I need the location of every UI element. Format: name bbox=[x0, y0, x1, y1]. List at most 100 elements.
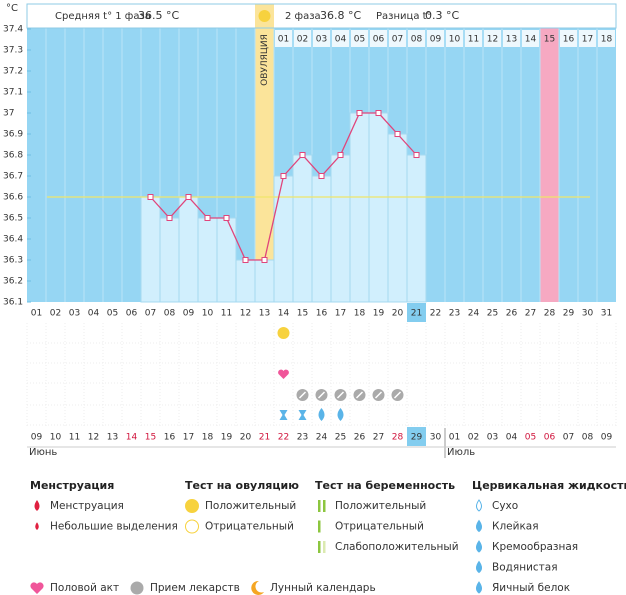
date-label: 28 bbox=[392, 433, 404, 443]
y-tick-label: 37 bbox=[3, 109, 14, 119]
cycle-cell bbox=[294, 30, 311, 47]
x-tick-label: 16 bbox=[316, 309, 328, 319]
x-tick-label: 31 bbox=[601, 309, 612, 319]
legend-item: Положительный bbox=[335, 500, 426, 512]
sticky bbox=[298, 410, 307, 420]
x-tick-label: 26 bbox=[506, 309, 518, 319]
x-tick-label: 02 bbox=[50, 309, 61, 319]
date-label: 01 bbox=[449, 433, 460, 443]
cycle-day: 09 bbox=[430, 35, 442, 45]
x-tick-label: 06 bbox=[126, 309, 138, 319]
header-text: Разница t° bbox=[376, 11, 432, 22]
date-label: 09 bbox=[601, 433, 613, 443]
temp-bar bbox=[387, 133, 408, 303]
cycle-day: 16 bbox=[563, 35, 575, 45]
x-tick-label: 17 bbox=[335, 309, 346, 319]
x-tick-label: 14 bbox=[278, 309, 290, 319]
x-tick-label: 05 bbox=[107, 309, 118, 319]
date-label: 20 bbox=[240, 433, 252, 443]
date-label: 07 bbox=[563, 433, 574, 443]
cervical-icon bbox=[476, 560, 482, 574]
x-tick-label: 03 bbox=[69, 309, 80, 319]
date-label: 21 bbox=[259, 433, 270, 443]
date-label: 11 bbox=[69, 433, 80, 443]
legend-item: Водянистая bbox=[492, 562, 558, 574]
cycle-cell bbox=[408, 30, 425, 47]
date-label: 19 bbox=[221, 433, 233, 443]
legend-title: Менструация bbox=[30, 479, 114, 492]
cycle-day: 11 bbox=[468, 35, 479, 45]
today-box bbox=[407, 303, 426, 322]
x-tick-label: 25 bbox=[487, 309, 498, 319]
header-text: 36.8 °C bbox=[320, 9, 361, 22]
legend-item: Менструация bbox=[50, 500, 124, 512]
temp-point bbox=[413, 152, 420, 158]
menses-icon bbox=[35, 522, 39, 530]
ovtest-icon bbox=[185, 519, 199, 534]
x-tick-label: 23 bbox=[449, 309, 460, 319]
temp-point bbox=[223, 215, 230, 221]
pill-line bbox=[298, 391, 307, 399]
cycle-cell bbox=[560, 30, 577, 47]
pill-line bbox=[393, 391, 402, 399]
legend-item: Положительный bbox=[205, 500, 296, 512]
x-tick-label: 19 bbox=[373, 309, 385, 319]
month-label: Июнь bbox=[29, 447, 57, 458]
date-label: 14 bbox=[126, 433, 138, 443]
egg-white bbox=[337, 408, 344, 421]
x-tick-label: 10 bbox=[202, 309, 214, 319]
x-tick-label: 07 bbox=[145, 309, 156, 319]
temp-point bbox=[261, 257, 268, 263]
cycle-cell bbox=[275, 30, 292, 47]
cervical-icon bbox=[476, 581, 482, 594]
x-tick-label: 27 bbox=[525, 309, 536, 319]
egg-white bbox=[318, 408, 325, 421]
cycle-day: 07 bbox=[392, 35, 403, 45]
menses-icon bbox=[34, 500, 40, 511]
cycle-cell bbox=[351, 30, 368, 47]
temp-bar bbox=[178, 196, 199, 303]
date-label: 15 bbox=[145, 433, 156, 443]
temp-point bbox=[242, 257, 249, 263]
date-label: 05 bbox=[525, 433, 536, 443]
pregtest-icon bbox=[318, 541, 321, 553]
temp-point bbox=[185, 194, 192, 200]
legend-item: Отрицательный bbox=[335, 521, 424, 533]
cycle-cell bbox=[370, 30, 387, 47]
temp-bar bbox=[349, 112, 370, 303]
date-label: 30 bbox=[430, 433, 442, 443]
legend-title: Тест на овуляцию bbox=[185, 479, 299, 492]
temp-bar bbox=[273, 175, 294, 303]
y-tick-label: 36.7 bbox=[3, 172, 23, 182]
x-tick-label: 18 bbox=[354, 309, 366, 319]
y-tick-label: 36.1 bbox=[3, 298, 23, 308]
date-label: 23 bbox=[297, 433, 308, 443]
ovulation-sun bbox=[258, 10, 271, 22]
cycle-day: 13 bbox=[506, 35, 517, 45]
y-tick-label: 37.2 bbox=[3, 67, 23, 77]
temp-bar bbox=[406, 154, 427, 303]
date-label: 08 bbox=[582, 433, 594, 443]
temp-point bbox=[204, 215, 211, 221]
cycle-day: 01 bbox=[278, 35, 289, 45]
pill-line bbox=[355, 391, 364, 399]
date-label: 22 bbox=[278, 433, 289, 443]
pill-line bbox=[374, 391, 383, 399]
legend-item: Небольшие выделения bbox=[50, 521, 178, 533]
cycle-day: 03 bbox=[316, 35, 327, 45]
date-label: 03 bbox=[487, 433, 498, 443]
cycle-cell bbox=[541, 30, 558, 47]
temp-bar bbox=[311, 175, 332, 303]
date-label: 27 bbox=[373, 433, 384, 443]
x-tick-label: 01 bbox=[31, 309, 42, 319]
legend-item: Яичный белок bbox=[492, 582, 570, 594]
y-tick-label: 36.4 bbox=[3, 235, 23, 245]
ovulation-column bbox=[255, 4, 274, 302]
cycle-day: 14 bbox=[525, 35, 537, 45]
y-tick-label: 36.3 bbox=[3, 256, 23, 266]
moon bbox=[251, 580, 264, 595]
date-label: 25 bbox=[335, 433, 346, 443]
y-tick-label: 36.9 bbox=[3, 130, 23, 140]
x-tick-label: 29 bbox=[563, 309, 575, 319]
pregtest-icon bbox=[318, 520, 321, 533]
